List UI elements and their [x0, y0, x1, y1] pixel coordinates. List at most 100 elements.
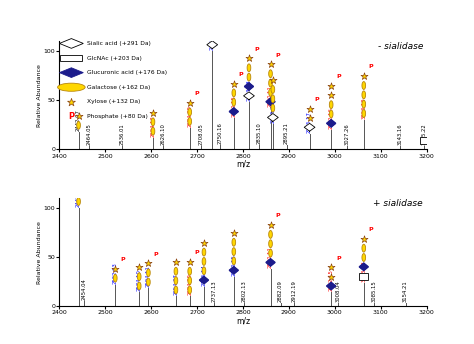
Circle shape	[58, 83, 85, 91]
Text: Phosphate (+80 Da): Phosphate (+80 Da)	[87, 114, 148, 119]
Circle shape	[174, 277, 178, 284]
Point	[209, 23, 216, 29]
Point	[245, 56, 253, 61]
Text: 2895.21: 2895.21	[284, 122, 289, 144]
Polygon shape	[200, 276, 209, 284]
Polygon shape	[245, 83, 254, 90]
Text: 2733.16: 2733.16	[210, 29, 215, 50]
Circle shape	[232, 248, 236, 256]
Text: 3008.04: 3008.04	[336, 280, 341, 302]
Circle shape	[77, 197, 81, 205]
Y-axis label: Relative Abundance: Relative Abundance	[37, 221, 42, 283]
Text: 2536.01: 2536.01	[119, 124, 124, 146]
Polygon shape	[267, 114, 278, 121]
Circle shape	[247, 73, 251, 81]
Point	[269, 77, 277, 83]
Text: 3154.21: 3154.21	[403, 280, 408, 302]
Text: 2945.17: 2945.17	[307, 111, 312, 133]
Text: 2865.21: 2865.21	[270, 101, 275, 123]
Circle shape	[202, 258, 206, 265]
Circle shape	[362, 91, 365, 99]
Text: GlcNAc (+203 Da): GlcNAc (+203 Da)	[87, 55, 142, 61]
Text: 3085.15: 3085.15	[371, 280, 376, 302]
Circle shape	[269, 240, 273, 248]
Circle shape	[269, 88, 273, 96]
Text: + sialidase: + sialidase	[374, 199, 423, 208]
Circle shape	[174, 267, 178, 275]
Bar	[359, 273, 368, 280]
Text: P: P	[315, 97, 319, 102]
Polygon shape	[304, 123, 315, 131]
Point	[360, 236, 367, 241]
Point	[149, 110, 157, 115]
Circle shape	[188, 108, 191, 116]
Point	[360, 73, 367, 79]
Polygon shape	[207, 41, 218, 49]
Text: 2992.16: 2992.16	[328, 107, 334, 129]
Point	[306, 106, 313, 111]
Circle shape	[269, 79, 273, 87]
Text: 2860.11: 2860.11	[268, 85, 273, 107]
Text: 2708.05: 2708.05	[198, 123, 203, 146]
Point	[145, 261, 152, 266]
Point	[75, 113, 82, 119]
Circle shape	[232, 89, 236, 97]
Text: 2626.10: 2626.10	[161, 123, 165, 146]
Bar	[420, 137, 429, 143]
Polygon shape	[59, 68, 83, 77]
Text: 3143.16: 3143.16	[398, 124, 403, 146]
Polygon shape	[266, 259, 275, 266]
Point	[306, 115, 313, 121]
Point	[186, 100, 193, 106]
Circle shape	[232, 98, 236, 106]
Circle shape	[77, 121, 81, 129]
Point	[230, 230, 237, 236]
Text: 2604.12: 2604.12	[150, 115, 155, 137]
Circle shape	[188, 267, 191, 275]
Text: P: P	[154, 251, 158, 257]
Text: 2442.07: 2442.07	[76, 109, 81, 131]
Text: 2813.13: 2813.13	[246, 79, 251, 101]
X-axis label: m/z: m/z	[236, 160, 250, 169]
Text: P: P	[275, 53, 280, 57]
Polygon shape	[266, 98, 275, 106]
Circle shape	[329, 110, 333, 118]
Text: P: P	[239, 72, 243, 77]
Polygon shape	[359, 263, 368, 271]
Text: 2882.09: 2882.09	[278, 280, 283, 302]
Y-axis label: Relative Abundance: Relative Abundance	[37, 64, 42, 127]
Circle shape	[269, 249, 273, 257]
Circle shape	[271, 95, 275, 103]
Circle shape	[232, 257, 236, 265]
Text: 2835.10: 2835.10	[256, 123, 262, 144]
Circle shape	[232, 238, 236, 246]
Circle shape	[188, 286, 191, 294]
Text: P: P	[369, 64, 374, 69]
Circle shape	[146, 269, 150, 277]
Circle shape	[247, 64, 251, 72]
Text: P: P	[195, 250, 199, 255]
Text: 2454.04: 2454.04	[82, 278, 87, 300]
Text: Xylose (+132 Da): Xylose (+132 Da)	[87, 99, 140, 104]
Text: 3195.22: 3195.22	[422, 124, 427, 146]
Circle shape	[210, 31, 214, 39]
Text: 2684.09: 2684.09	[187, 105, 192, 127]
Point	[200, 240, 208, 246]
Text: P: P	[254, 47, 258, 52]
Text: 2780.15: 2780.15	[231, 254, 237, 276]
Text: P: P	[195, 91, 199, 96]
Point	[328, 83, 335, 89]
Text: 2750.16: 2750.16	[218, 122, 222, 144]
Text: 3027.26: 3027.26	[345, 124, 350, 146]
Circle shape	[151, 118, 155, 126]
Text: P: P	[120, 257, 125, 262]
Text: 2654.07: 2654.07	[173, 273, 178, 295]
Text: 2715.14: 2715.14	[201, 264, 207, 286]
Point	[172, 259, 180, 265]
Text: Galactose (+162 Da): Galactose (+162 Da)	[87, 85, 150, 90]
Text: P: P	[275, 213, 280, 218]
Polygon shape	[229, 267, 238, 274]
Polygon shape	[244, 92, 255, 100]
Circle shape	[174, 286, 178, 294]
Polygon shape	[59, 39, 83, 48]
